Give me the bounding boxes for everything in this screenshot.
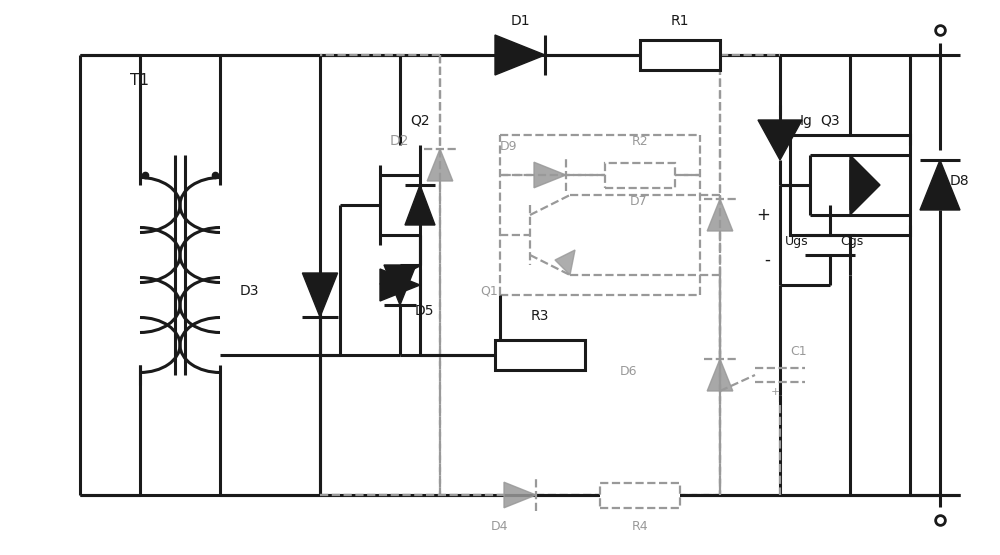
Text: R3: R3 — [531, 309, 549, 323]
Text: R2: R2 — [632, 135, 648, 148]
Polygon shape — [555, 250, 575, 275]
Polygon shape — [504, 482, 536, 508]
Bar — [790, 135, 910, 235]
Text: +: + — [756, 206, 770, 224]
Text: Q1: Q1 — [480, 285, 498, 298]
Bar — [640, 40, 720, 70]
Text: D7: D7 — [630, 195, 648, 208]
Text: D3: D3 — [240, 284, 260, 298]
Polygon shape — [302, 273, 338, 317]
Text: Ig: Ig — [800, 114, 813, 128]
Text: C1: C1 — [790, 345, 807, 358]
Text: D9: D9 — [500, 140, 518, 153]
Polygon shape — [707, 359, 733, 391]
Text: D4: D4 — [491, 520, 509, 533]
Polygon shape — [707, 199, 733, 231]
Text: Ugs: Ugs — [785, 235, 809, 248]
Bar — [600, 482, 680, 507]
Text: -: - — [764, 251, 770, 269]
Bar — [605, 163, 675, 188]
Polygon shape — [384, 265, 416, 305]
Text: T1: T1 — [130, 73, 150, 88]
Polygon shape — [405, 185, 435, 225]
Text: D1: D1 — [510, 14, 530, 28]
Text: D8: D8 — [950, 174, 970, 188]
Polygon shape — [920, 160, 960, 210]
Polygon shape — [850, 160, 875, 210]
Text: D2: D2 — [390, 134, 410, 148]
Text: Cgs: Cgs — [840, 235, 863, 248]
Text: R1: R1 — [671, 14, 689, 28]
Polygon shape — [380, 269, 420, 301]
Text: Q2: Q2 — [410, 114, 430, 128]
Polygon shape — [758, 120, 802, 160]
Text: Q3: Q3 — [820, 114, 840, 128]
Text: D5: D5 — [415, 304, 434, 318]
Text: R4: R4 — [632, 520, 648, 533]
Text: +: + — [770, 387, 780, 397]
Text: D6: D6 — [620, 365, 638, 378]
Bar — [495, 340, 585, 370]
Polygon shape — [427, 149, 453, 181]
Polygon shape — [534, 162, 566, 188]
Polygon shape — [495, 35, 545, 75]
Polygon shape — [850, 155, 880, 215]
